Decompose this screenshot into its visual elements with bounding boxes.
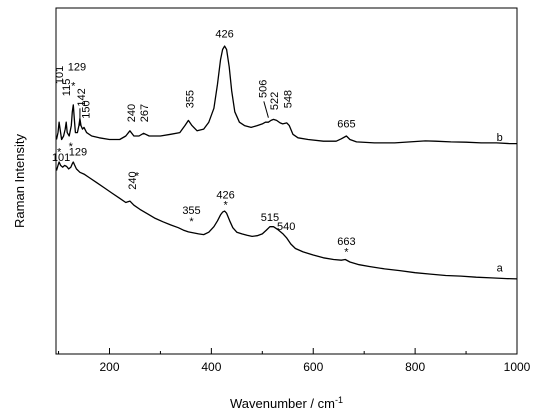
spectrum-line-b (55, 45, 517, 145)
x-axis-title: Wavenumber / cm-1 (230, 395, 343, 411)
peak-label: 129 (68, 61, 86, 73)
series-layer (55, 45, 518, 280)
asterisk-marker: * (189, 216, 194, 228)
peak-label: 101 (52, 152, 70, 164)
asterisk-marker: * (57, 147, 62, 159)
spectrum-line-a (55, 161, 518, 280)
peak-label: 506 (257, 80, 269, 98)
asterisk-marker: * (71, 80, 76, 92)
peak-label: 426 (216, 189, 234, 201)
x-tick-label: 400 (201, 360, 221, 374)
x-tick-label: 600 (303, 360, 323, 374)
asterisk-marker: * (344, 246, 349, 258)
peak-label: 101 (54, 66, 66, 84)
x-tick-label: 200 (99, 360, 119, 374)
asterisk-marker: * (223, 200, 228, 212)
peak-label: 115 (61, 79, 73, 97)
peak-label: 426 (215, 28, 233, 40)
peak-label: 355 (185, 90, 197, 108)
peak-label: 515 (261, 212, 279, 224)
series-label: a (497, 263, 504, 275)
peak-label: 540 (277, 221, 295, 233)
peak-label: 240 (127, 171, 139, 189)
peak-label: 355 (182, 205, 200, 217)
peak-label: 129 (69, 147, 87, 159)
asterisk-marker: * (69, 141, 74, 153)
x-axis-ticks: 200 400 600 800 1000 (99, 348, 531, 374)
peak-label: 142 (76, 88, 88, 106)
peak-leader-line (263, 101, 269, 118)
x-tick-label: 800 (405, 360, 425, 374)
series-label: b (497, 132, 503, 144)
peak-label: 665 (337, 118, 355, 130)
peak-label: 548 (282, 90, 294, 108)
peak-label: 240 (126, 104, 138, 122)
peak-label: 663 (337, 236, 355, 248)
asterisk-marker: * (135, 170, 140, 182)
plot-frame (55, 7, 518, 355)
x-tick-label: 1000 (504, 360, 531, 374)
x-axis-minor-ticks (58, 351, 467, 354)
x-axis-title-superscript: -1 (335, 395, 343, 405)
peak-label: 522 (269, 92, 281, 110)
y-axis-title: Raman Intensity (12, 134, 27, 228)
peak-label: 267 (139, 104, 151, 122)
peak-label: 150 (81, 100, 93, 118)
